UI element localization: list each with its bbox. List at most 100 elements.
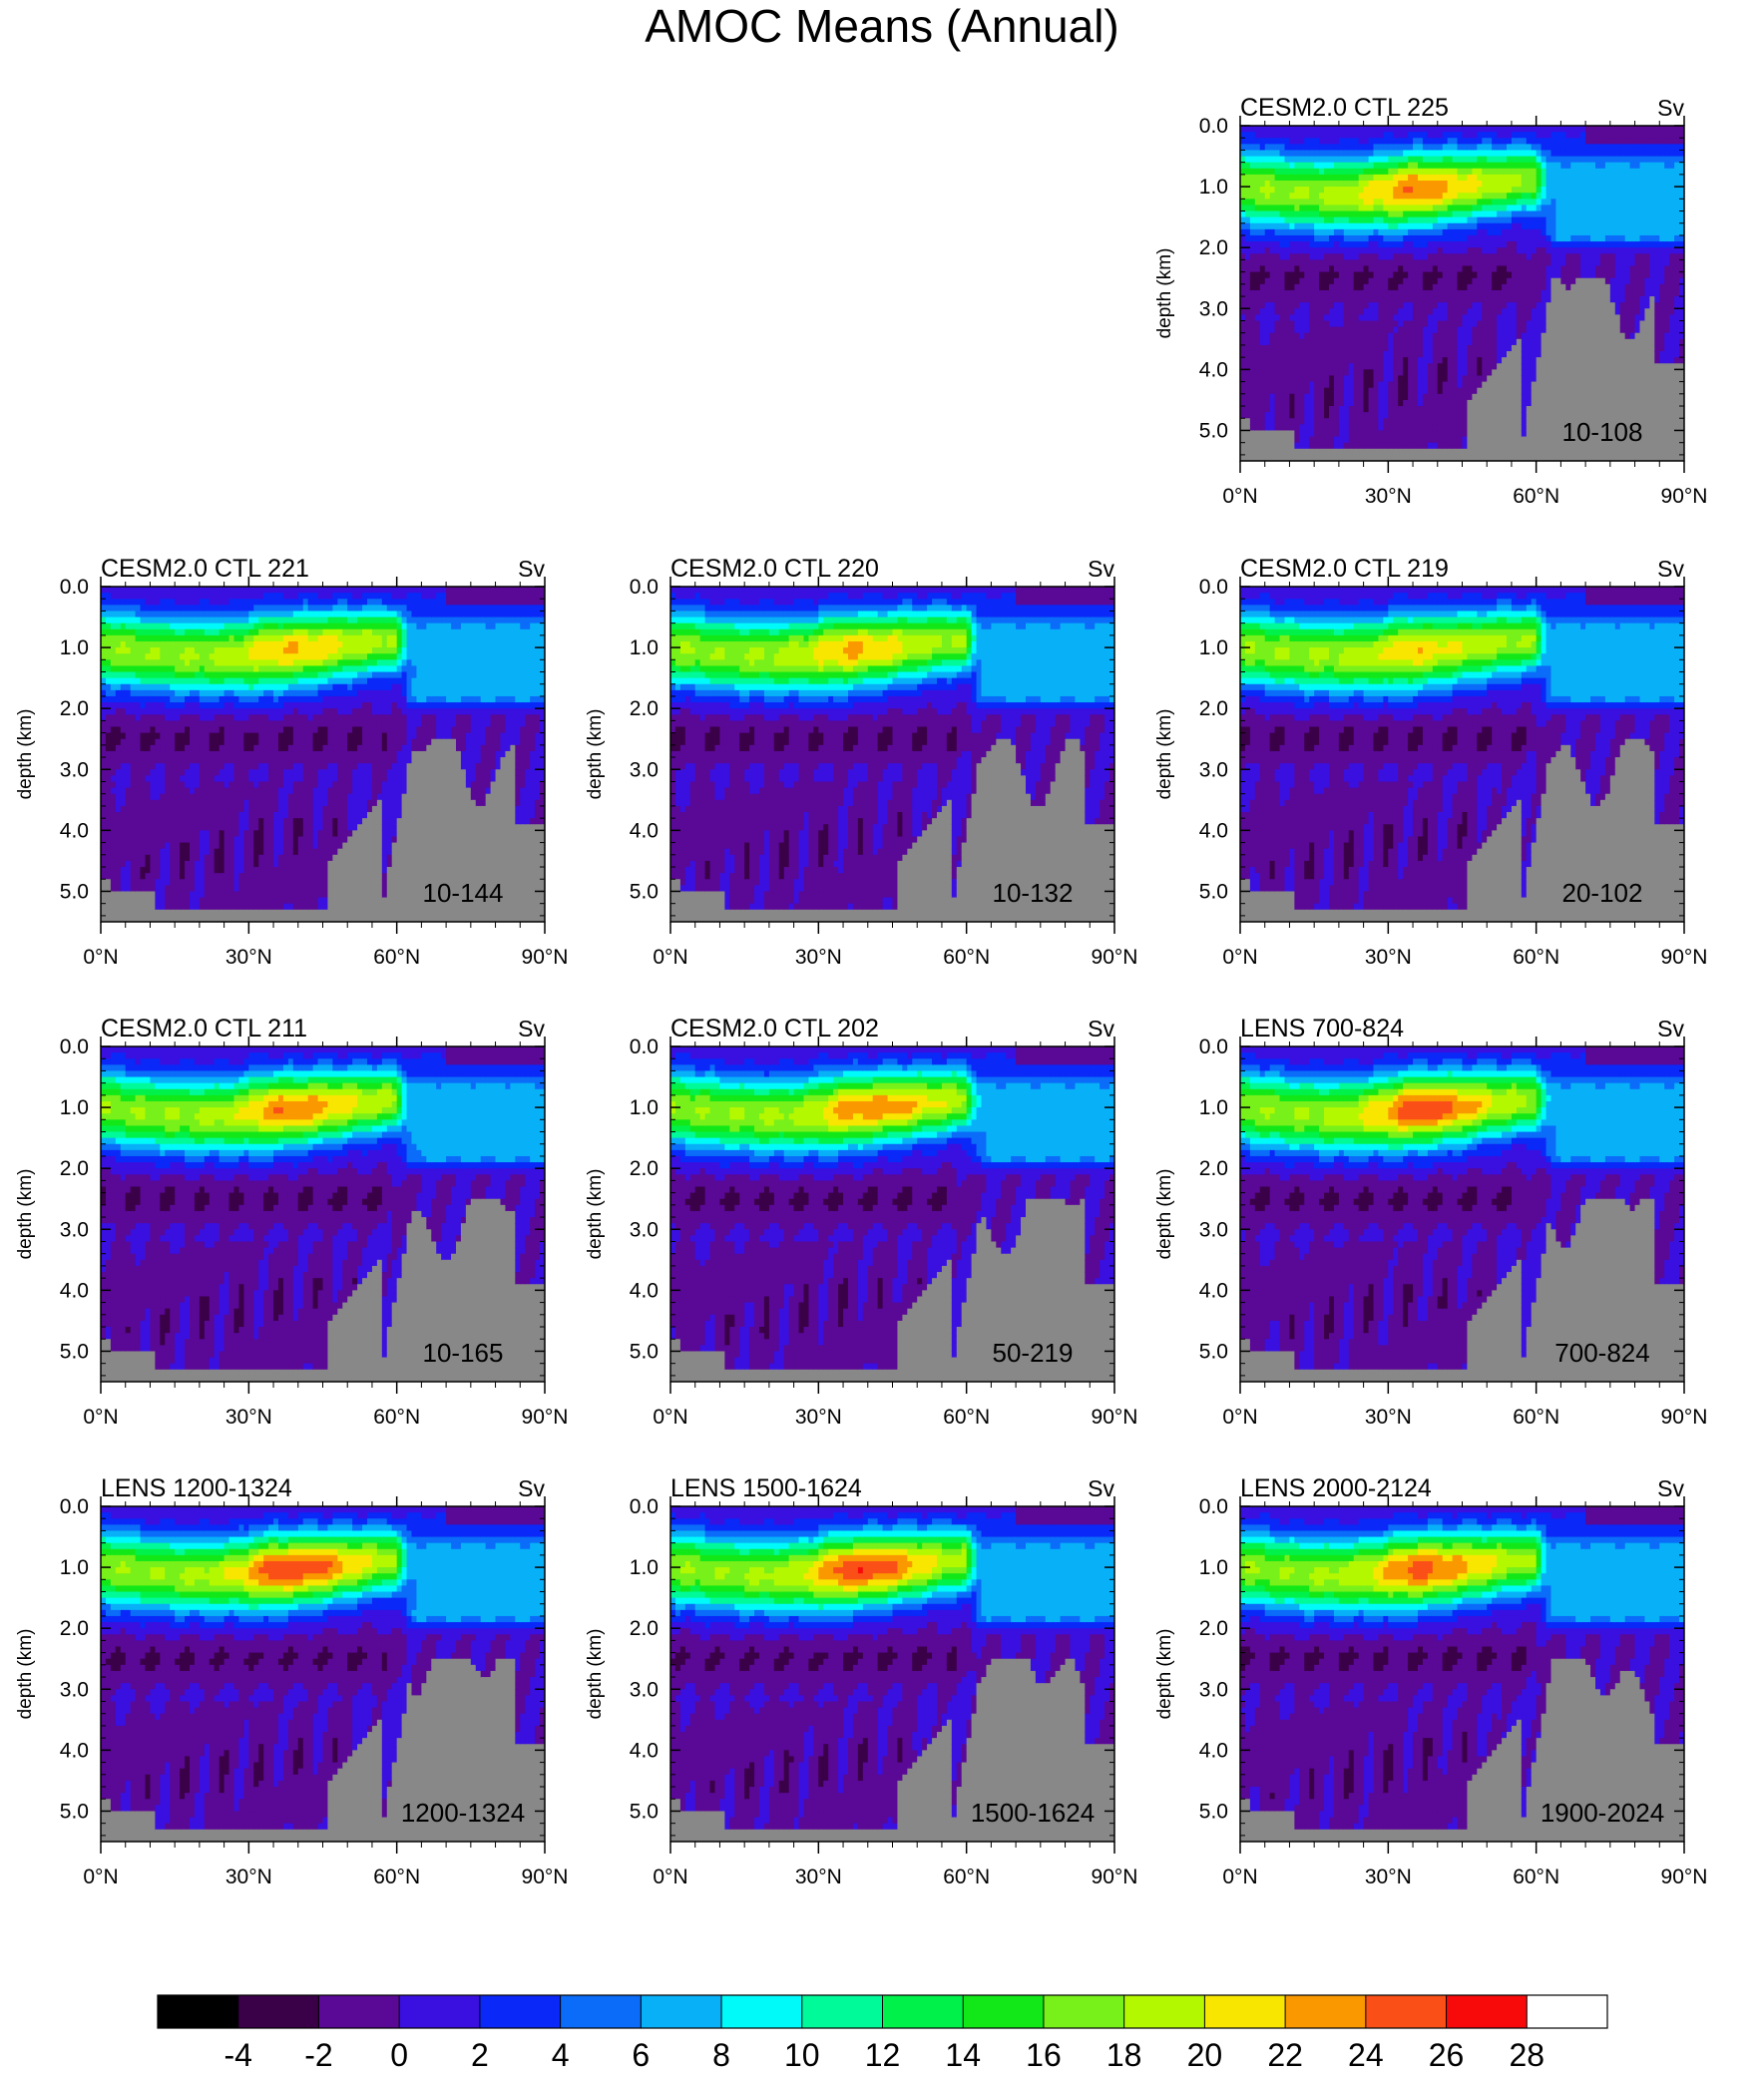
contour-cell [1363,406,1370,413]
contour-cell [1590,222,1596,230]
contour-cell [1502,436,1508,444]
contour-cell [1457,326,1464,334]
contour-cell [1368,150,1375,158]
contour-cell [1669,277,1675,285]
contour-cell [1294,162,1300,170]
contour-cell [1545,338,1552,346]
contour-cell [1487,132,1493,139]
contour-cell [1314,296,1320,303]
contour-cell [1526,381,1533,389]
contour-cell [1624,168,1631,176]
contour-cell [1639,193,1646,200]
contour-cell [1511,375,1518,383]
contour-cell [1452,302,1459,309]
contour-cell [1467,363,1473,370]
contour-cell [1639,277,1646,285]
contour-cell [1550,138,1557,145]
contour-cell [1545,180,1552,188]
contour-cell [1418,436,1424,444]
contour-cell [1457,132,1464,139]
contour-cell [1304,338,1310,346]
contour-cell [1289,174,1295,182]
contour-cell [1482,222,1488,230]
contour-cell [1580,430,1586,438]
contour-cell [1639,448,1646,456]
contour-cell [1590,283,1596,291]
contour-cell [1585,277,1591,285]
contour-cell [1477,271,1483,279]
contour-cell [1472,126,1478,133]
contour-cell [1324,187,1330,194]
contour-cell [1531,289,1538,297]
contour-cell [1442,302,1449,309]
contour-cell [1249,193,1256,200]
contour-cell [1585,150,1591,158]
contour-cell [1240,430,1246,438]
contour-cell [1432,375,1439,383]
contour-cell [1560,448,1566,456]
contour-cell [1447,228,1454,236]
contour-cell [1477,253,1483,260]
contour-cell [1644,199,1650,207]
contour-cell [1279,357,1286,364]
contour-cell [1664,387,1670,395]
contour-cell [1358,253,1365,260]
contour-cell [1599,381,1606,389]
contour-cell [1516,369,1523,377]
contour-cell [1541,199,1547,207]
contour-cell [1393,344,1399,352]
contour-cell [1595,406,1601,413]
contour-cell [1649,387,1655,395]
contour-cell [1408,247,1414,254]
contour-cell [1329,424,1335,432]
contour-cell [1457,344,1464,352]
contour-cell [1348,271,1355,279]
contour-cell [1619,150,1626,158]
contour-cell [1541,381,1547,389]
contour-cell [1649,430,1655,438]
contour-cell [1575,259,1581,267]
contour-cell [1418,332,1424,340]
contour-cell [1447,375,1454,383]
contour-cell [1502,412,1508,419]
contour-cell [1555,381,1561,389]
y-tick-label: 4.0 [1199,358,1228,381]
contour-cell [1363,216,1370,224]
contour-cell [1634,193,1641,200]
contour-cell [1550,418,1557,425]
contour-cell [1398,302,1404,309]
contour-cell [1442,132,1449,139]
contour-cell [1413,381,1419,389]
contour-cell [1457,216,1464,224]
contour-cell [1249,430,1256,438]
contour-cell [1408,302,1414,309]
contour-cell [1289,271,1295,279]
contour-cell [1452,265,1459,273]
contour-cell [1432,436,1439,444]
contour-cell [1319,205,1325,212]
contour-cell [1413,156,1419,164]
contour-cell [1284,448,1291,456]
contour-cell [1457,234,1464,242]
contour-cell [1570,132,1576,139]
contour-cell [1545,302,1552,309]
contour-cell [1309,363,1315,370]
contour-cell [1679,430,1684,438]
y-tick-label: 1.0 [1199,176,1228,199]
contour-cell [1274,138,1281,145]
contour-cell [1457,436,1464,444]
contour-cell [1664,199,1670,207]
contour-cell [1487,126,1493,133]
contour-cell [1659,199,1665,207]
contour-cell [1259,418,1266,425]
contour-cell [1541,205,1547,212]
contour-cell [1393,363,1399,370]
contour-cell [1274,454,1281,461]
contour-cell [1482,187,1488,194]
contour-cell [1452,436,1459,444]
contour-cell [1674,150,1680,158]
contour-cell [1418,138,1424,145]
contour-cell [1674,296,1680,303]
contour-cell [1531,448,1538,456]
contour-cell [1447,430,1454,438]
